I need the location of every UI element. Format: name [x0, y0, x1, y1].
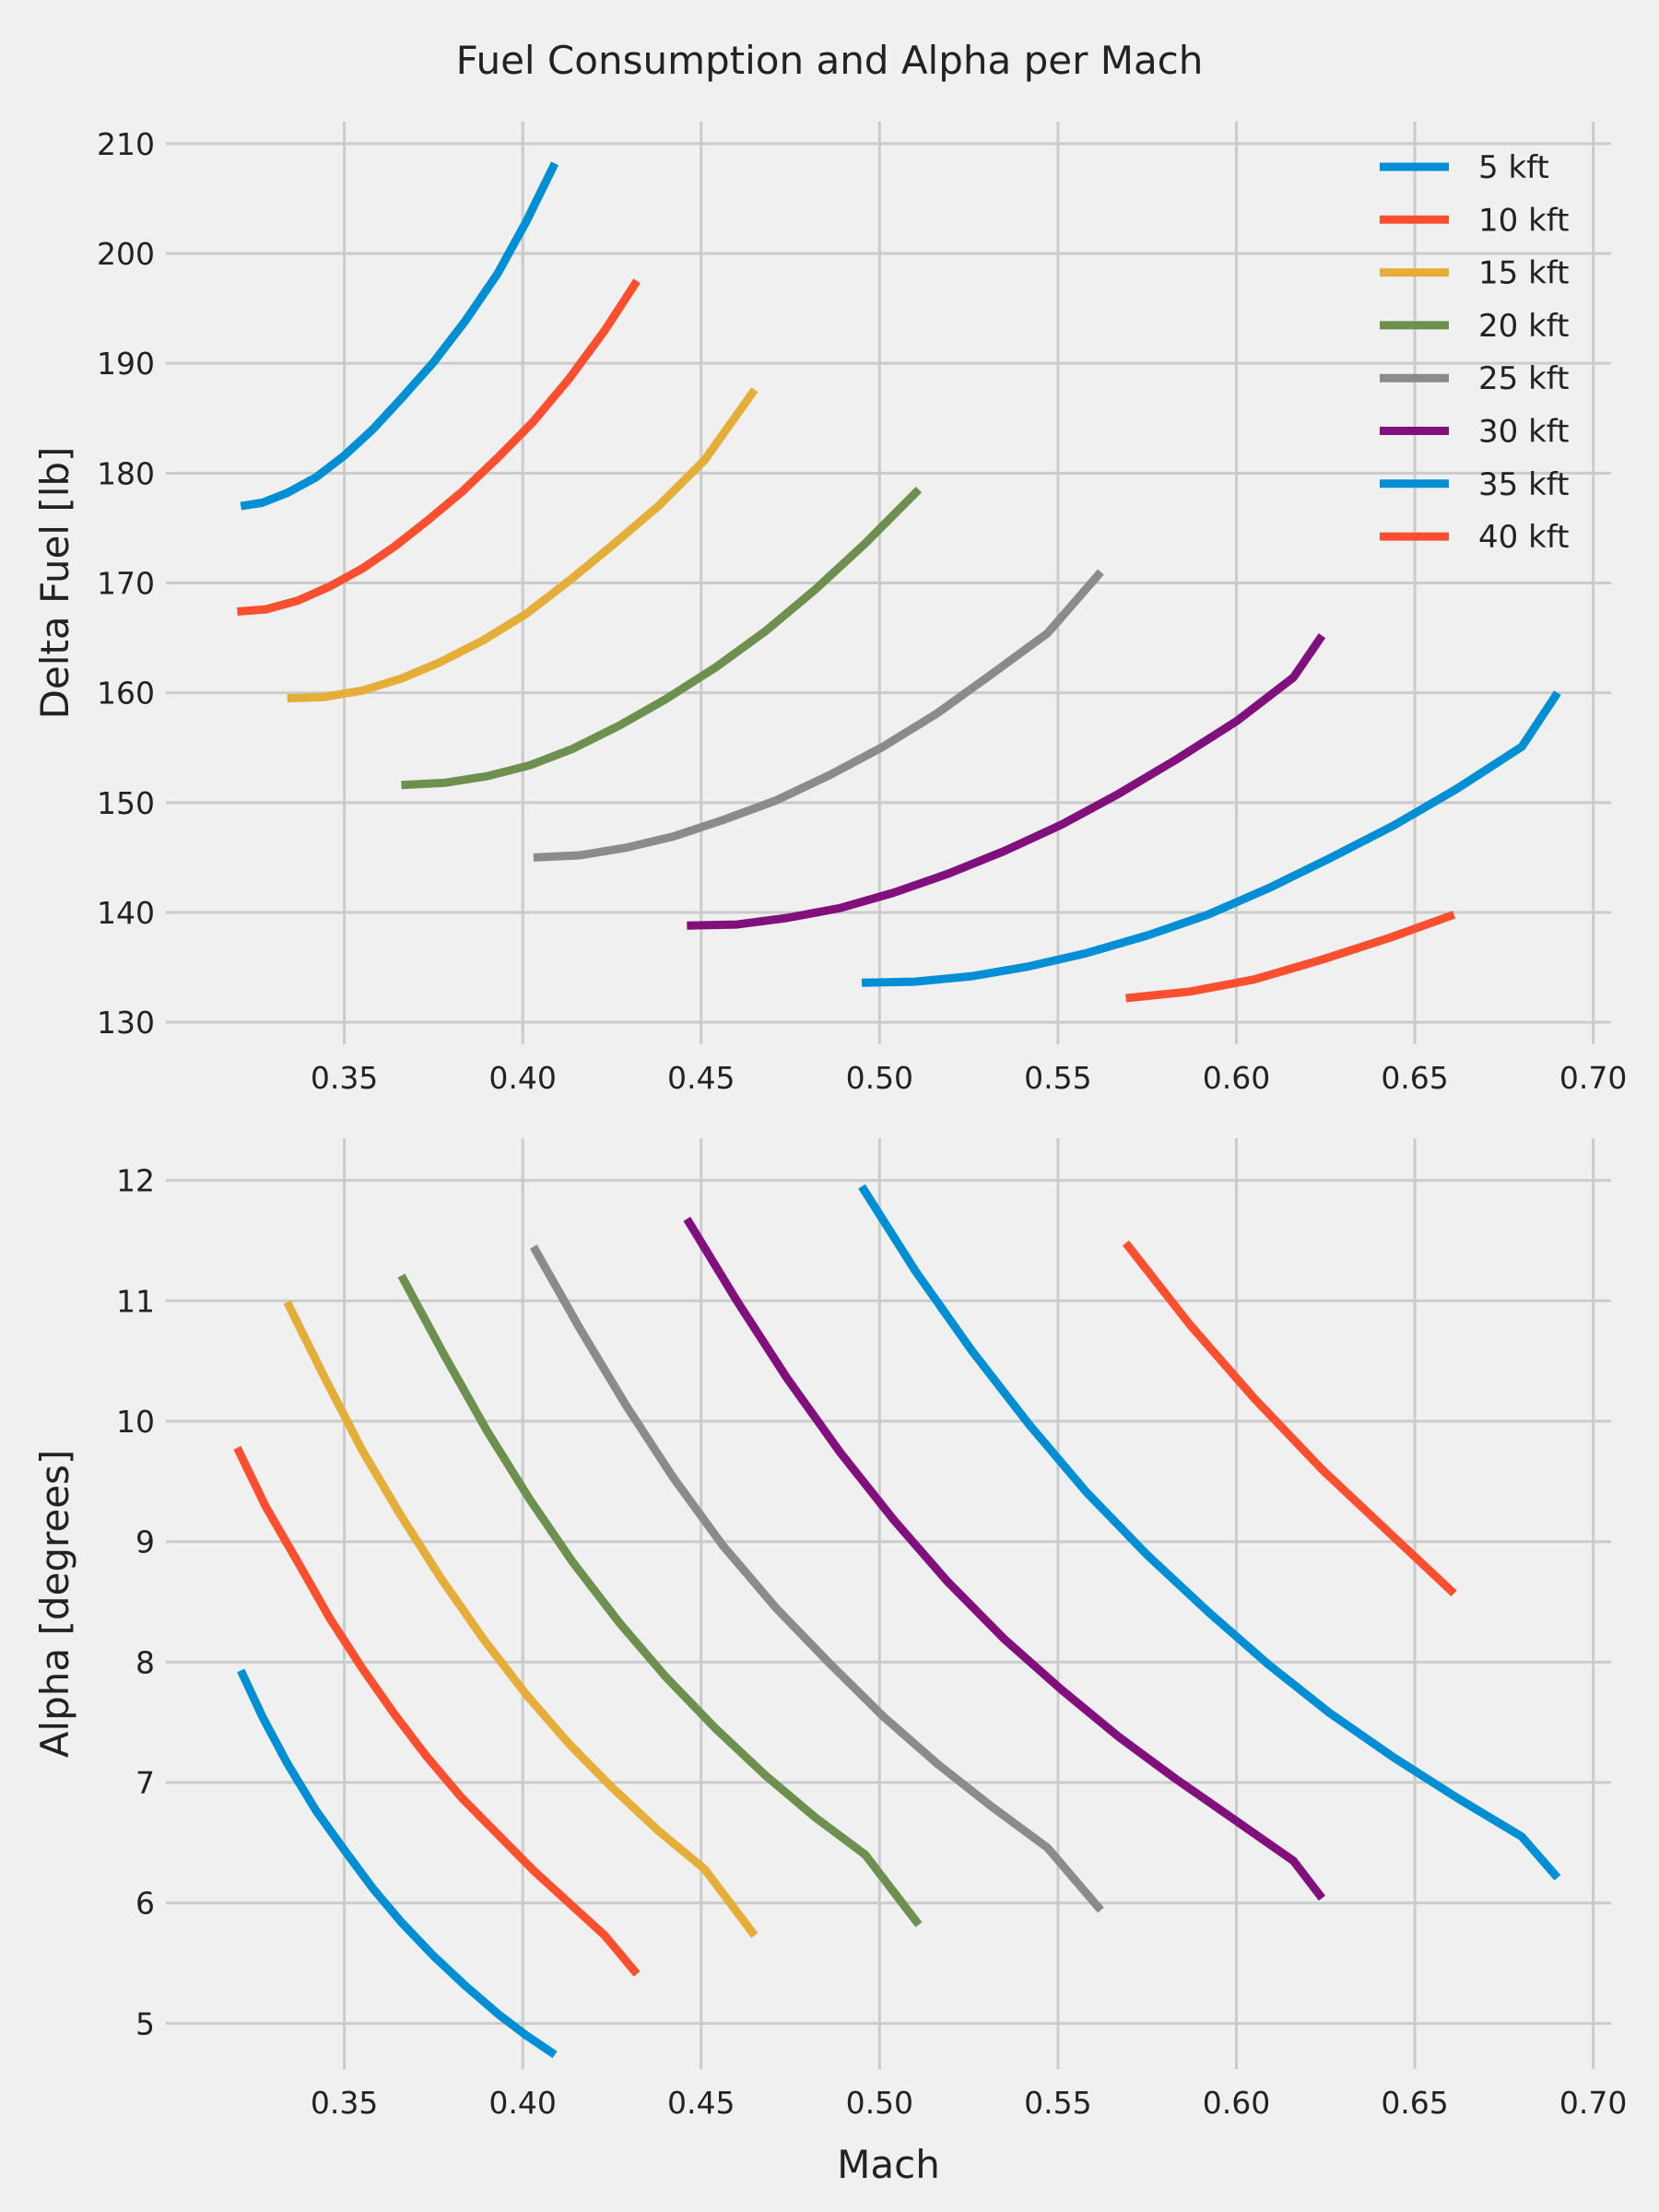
alpha-series-25-kft — [529, 1244, 1104, 1913]
legend-label-10-kft: 10 kft — [1478, 202, 1569, 239]
fuel-y-tick-label: 200 — [97, 236, 155, 272]
legend: 5 kft 10 kft 15 kft 20 kft 25 kft 30 kft 35 kf… — [1380, 149, 1569, 556]
fuel-x-tick-label: 0.65 — [1381, 1060, 1448, 1096]
alpha-y-tick-label: 7 — [135, 1765, 155, 1801]
alpha-plot: 0.35 0.40 0.45 0.50 0.55 0.60 0.65 0.70 5 6 7 8 9 10 1… — [32, 1138, 1627, 2187]
fuel-x-tick-label: 0.70 — [1559, 1060, 1627, 1096]
alpha-x-tick-label: 0.55 — [1024, 2085, 1091, 2121]
alpha-y-tick-label: 12 — [116, 1163, 155, 1199]
alpha-series-40-kft — [1122, 1240, 1457, 1597]
fuel-x-tick-label: 0.50 — [846, 1060, 913, 1096]
alpha-y-axis-label: Alpha [degrees] — [32, 1450, 77, 1759]
chart-title: Fuel Consumption and Alpha per Mach — [456, 38, 1204, 83]
fuel-series-30-kft — [687, 633, 1326, 930]
alpha-y-tick-label: 6 — [135, 1886, 155, 1922]
fuel-x-tick-label: 0.55 — [1024, 1060, 1091, 1096]
fuel-x-tick-label: 0.35 — [311, 1060, 378, 1096]
fuel-series-40-kft — [1125, 911, 1456, 1003]
legend-label-30-kft: 30 kft — [1478, 414, 1569, 451]
fuel-y-tick-label: 130 — [97, 1005, 155, 1041]
alpha-series-30-kft — [683, 1217, 1325, 1901]
alpha-x-tick-label: 0.70 — [1559, 2085, 1627, 2121]
alpha-series-15-kft — [283, 1300, 759, 1938]
fuel-series-10-kft — [237, 278, 641, 616]
alpha-y-tick-label: 10 — [116, 1404, 155, 1440]
alpha-x-tick-label: 0.40 — [488, 2085, 556, 2121]
fuel-y-tick-label: 160 — [97, 676, 155, 712]
fuel-y-tick-label: 180 — [97, 455, 155, 491]
fuel-plot: 0.35 0.40 0.45 0.50 0.55 0.60 0.65 0.70 130 140 15… — [32, 122, 1627, 1096]
fuel-series-5-kft — [240, 161, 559, 511]
fuel-y-tick-label: 170 — [97, 566, 155, 602]
fuel-x-tick-label: 0.40 — [488, 1060, 556, 1096]
alpha-series-5-kft — [237, 1668, 558, 2059]
alpha-x-axis-label: Mach — [837, 2142, 940, 2187]
alpha-series-35-kft — [858, 1183, 1561, 1881]
fuel-y-axis-label: Delta Fuel [lb] — [32, 447, 77, 720]
fuel-series-35-kft — [861, 690, 1561, 987]
fuel-series-20-kft — [401, 487, 923, 790]
fuel-y-tick-label: 150 — [97, 785, 155, 821]
alpha-y-tick-label: 5 — [135, 2006, 155, 2041]
legend-label-5-kft: 5 kft — [1478, 149, 1549, 186]
fuel-series-15-kft — [287, 387, 759, 703]
fuel-series-25-kft — [533, 569, 1104, 862]
alpha-y-tick-label: 9 — [135, 1524, 155, 1560]
legend-label-15-kft: 15 kft — [1478, 255, 1569, 292]
alpha-x-tick-label: 0.35 — [311, 2085, 378, 2121]
legend-label-25-kft: 25 kft — [1478, 360, 1569, 397]
legend-label-20-kft: 20 kft — [1478, 308, 1569, 345]
alpha-x-tick-label: 0.45 — [667, 2085, 735, 2121]
alpha-x-tick-label: 0.50 — [846, 2085, 913, 2121]
alpha-series-10-kft — [233, 1445, 641, 1977]
alpha-y-tick-label: 11 — [116, 1283, 155, 1319]
legend-label-40-kft: 40 kft — [1478, 519, 1569, 556]
fuel-x-tick-label: 0.45 — [667, 1060, 735, 1096]
fuel-y-tick-label: 210 — [97, 126, 155, 162]
alpha-series-20-kft — [397, 1273, 923, 1927]
alpha-x-tick-label: 0.60 — [1203, 2085, 1270, 2121]
fuel-y-tick-label: 190 — [97, 346, 155, 382]
fuel-y-tick-label: 140 — [97, 895, 155, 931]
alpha-y-tick-label: 8 — [135, 1644, 155, 1680]
legend-label-35-kft: 35 kft — [1478, 466, 1569, 503]
alpha-x-tick-label: 0.65 — [1381, 2085, 1448, 2121]
fuel-x-tick-label: 0.60 — [1203, 1060, 1270, 1096]
